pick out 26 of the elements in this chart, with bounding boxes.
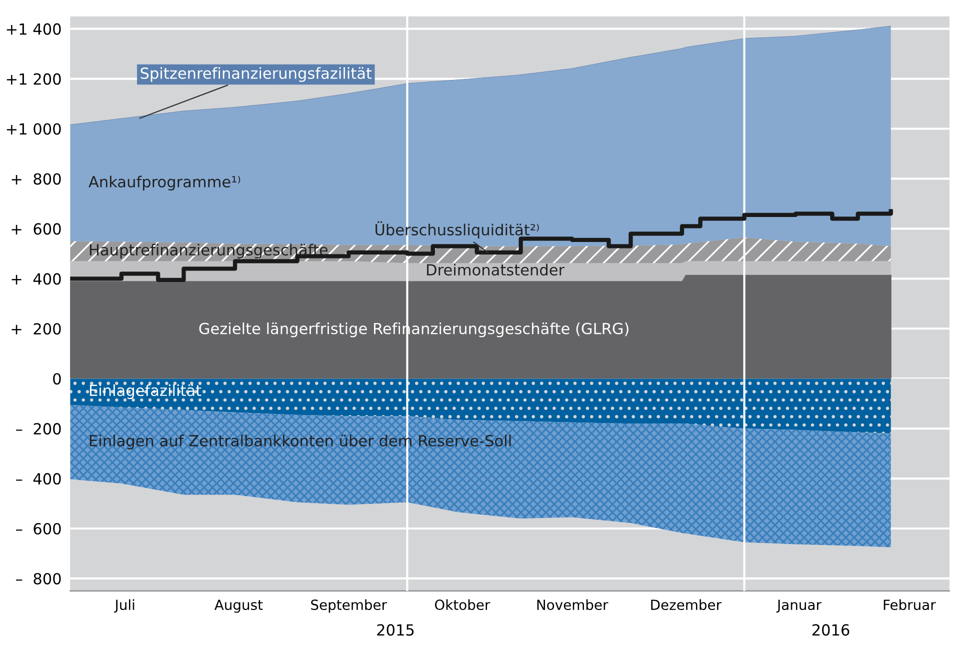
- y-tick-label: – 600: [16, 522, 61, 535]
- y-tick-label: + 600: [12, 223, 61, 235]
- x-tick-label: September: [311, 599, 387, 613]
- x-tick-label: Dezember: [651, 599, 722, 610]
- y-tick-label: +1 400: [6, 23, 61, 35]
- x-tick-label: Januar: [776, 600, 822, 613]
- series-label: Spitzenrefinanzierungsfazilität: [140, 67, 372, 82]
- x-tick-label: Februar: [884, 599, 936, 610]
- text: 2015: [377, 624, 414, 636]
- y-tick-label: – 200: [16, 423, 61, 435]
- y-tick-label: +1 000: [6, 123, 61, 135]
- y-tick-label: + 800: [12, 173, 61, 185]
- series-label: Ankaufprogramme¹⁾: [88, 176, 240, 190]
- y-tick-label: – 400: [16, 473, 61, 485]
- x-tick-label: Juli: [114, 599, 134, 613]
- x-tick-label: November: [537, 599, 608, 610]
- x-tick-label: August: [214, 600, 263, 613]
- y-tick-label: +1 200: [6, 73, 61, 85]
- y-tick-label: – 800: [16, 572, 61, 584]
- series-label: Dreimonatstender: [427, 264, 565, 276]
- y-tick-label: + 400: [12, 273, 61, 285]
- x-tick-label: Oktober: [434, 599, 490, 610]
- y-tick-label: 0: [53, 373, 61, 385]
- text: 2016: [812, 624, 850, 636]
- series-label: Einlagefazilität: [90, 384, 202, 400]
- y-tick-label: + 200: [12, 323, 61, 335]
